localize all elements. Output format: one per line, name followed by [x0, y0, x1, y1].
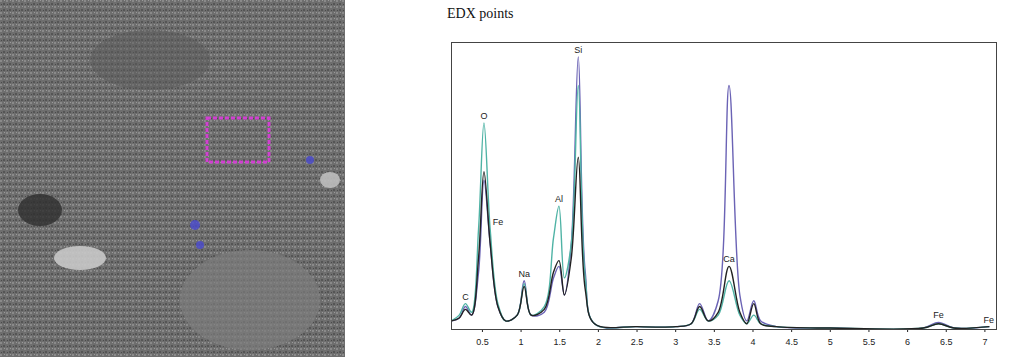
- svg-text:2.5: 2.5: [631, 337, 644, 347]
- svg-text:6: 6: [905, 337, 910, 347]
- svg-text:Na: Na: [518, 269, 530, 279]
- svg-text:O: O: [480, 111, 487, 121]
- svg-text:Ca: Ca: [723, 254, 735, 264]
- svg-text:Fe: Fe: [984, 315, 995, 325]
- svg-text:C: C: [462, 292, 469, 302]
- html-text:EDX points: EDX points: [447, 6, 514, 21]
- svg-text:2: 2: [596, 337, 601, 347]
- svg-text:1.5: 1.5: [553, 337, 566, 347]
- svg-text:6.5: 6.5: [940, 337, 953, 347]
- svg-text:3: 3: [673, 337, 678, 347]
- svg-text:3.5: 3.5: [708, 337, 721, 347]
- svg-text:Al: Al: [555, 194, 563, 204]
- svg-text:5.5: 5.5: [863, 337, 876, 347]
- svg-text:5: 5: [828, 337, 833, 347]
- svg-text:4: 4: [750, 337, 755, 347]
- svg-text:Fe: Fe: [933, 310, 944, 320]
- svg-text:4.5: 4.5: [785, 337, 798, 347]
- svg-text:7: 7: [982, 337, 987, 347]
- svg-text:1: 1: [519, 337, 524, 347]
- svg-text:Fe: Fe: [493, 217, 504, 227]
- svg-text:0.5: 0.5: [476, 337, 489, 347]
- svg-text:Si: Si: [574, 45, 582, 55]
